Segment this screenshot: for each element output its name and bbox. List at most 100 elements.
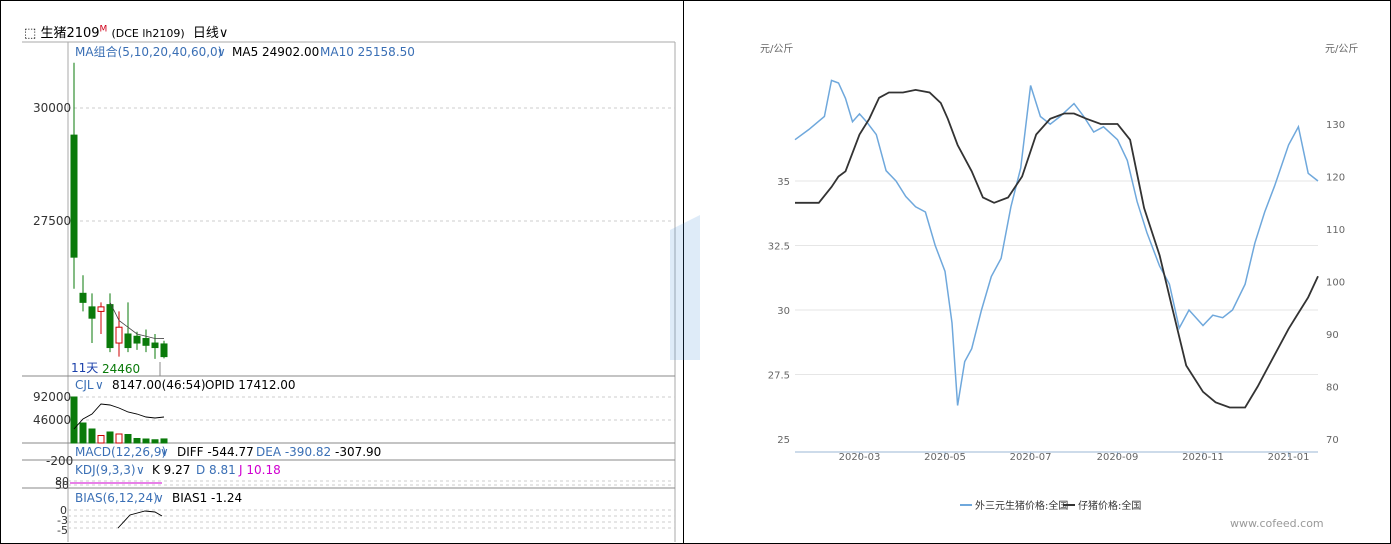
volume-bar — [70, 396, 78, 444]
macd-value: -307.90 — [335, 445, 381, 459]
right-axis-ticks: 130 120 110 100 90 80 70 — [1326, 120, 1345, 446]
right-tick-label: 110 — [1326, 225, 1345, 236]
bias-tick-label: -3 — [57, 514, 68, 527]
instrument-header[interactable]: ⬚ 生猪2109M (DCE lh2109) 日线∨ — [24, 22, 228, 41]
left-axis-ticks: 35 32.5 30 27.5 25 — [768, 177, 790, 446]
macd-tick-label: -200 — [46, 454, 73, 468]
left-tick-label: 32.5 — [768, 242, 790, 253]
chevron-down-icon[interactable]: ∨ — [136, 463, 145, 477]
low-price-label: 24460 — [102, 362, 140, 376]
right-tick-label: 80 — [1326, 383, 1339, 394]
candle-body — [142, 338, 150, 346]
volume-bar — [160, 438, 168, 444]
chevron-down-icon[interactable]: ∨ — [155, 491, 164, 505]
candle-group — [70, 62, 168, 359]
right-tick-label: 70 — [1326, 435, 1339, 446]
candle-body — [88, 306, 96, 319]
kdj-tick-label: 50 — [55, 479, 69, 492]
left-tick-label: 25 — [777, 435, 790, 446]
chevron-down-icon[interactable]: ∨ — [218, 26, 229, 41]
legend-label-piglet: 仔猪价格:全国 — [1078, 499, 1141, 512]
bias-line — [117, 510, 163, 529]
days-label: 11天 — [71, 361, 98, 375]
right-tick-label: 100 — [1326, 278, 1345, 289]
bias1-value: BIAS1 -1.24 — [172, 491, 242, 505]
candle-body — [70, 134, 78, 258]
candle-body — [133, 335, 141, 344]
candle-body — [97, 306, 105, 312]
kdj-k: K 9.27 — [152, 463, 190, 477]
x-tick-label: 2021-01 — [1268, 452, 1310, 463]
kdj-d: D 8.81 — [196, 463, 236, 477]
x-axis-ticks: 2020-03 2020-05 2020-07 2020-09 2020-11 2021-… — [839, 452, 1310, 463]
macd-dea: DEA -390.82 — [256, 445, 331, 459]
series-line-sanyuan — [794, 79, 1319, 406]
volume-bar — [88, 428, 96, 444]
instrument-code: (DCE lh2109) — [111, 27, 185, 40]
legend: 外三元生猪价格:全国 仔猪价格:全国 — [960, 499, 1141, 512]
volume-bar — [151, 439, 159, 444]
left-tick-label: 27.5 — [768, 371, 790, 382]
right-tick-label: 130 — [1326, 120, 1345, 131]
bias-label[interactable]: BIAS(6,12,24) — [75, 491, 158, 505]
volume-bar — [106, 431, 114, 444]
gridlines — [795, 180, 1318, 375]
chevron-down-icon[interactable]: ∨ — [160, 445, 169, 459]
right-axis-unit: 元/公斤 — [1325, 43, 1358, 55]
kdj-tick-label: 80 — [55, 475, 69, 488]
x-tick-label: 2020-11 — [1182, 452, 1224, 463]
futures-chart: MA组合(5,10,20,40,60,0) ∨ MA5 24902.00 MA1… — [22, 41, 676, 542]
bias-tick-label: -5 — [57, 524, 68, 537]
panel-divider — [683, 0, 684, 544]
volume-bar — [79, 422, 87, 444]
ma10-text: MA10 25158.50 — [320, 45, 415, 59]
volume-bar — [142, 438, 150, 444]
macd-label[interactable]: MACD(12,26,9) — [75, 445, 166, 459]
volume-bar — [133, 438, 141, 444]
left-tick-label: 30 — [777, 306, 790, 317]
kdj-label[interactable]: KDJ(9,3,3) — [75, 463, 136, 477]
x-tick-label: 2020-09 — [1097, 452, 1139, 463]
period-selector[interactable]: 日线 — [192, 26, 219, 41]
right-tick-label: 120 — [1326, 173, 1345, 184]
ma5-text: MA5 24902.00 — [232, 45, 319, 59]
chevron-down-icon[interactable]: ∨ — [95, 378, 104, 392]
volume-bar — [97, 435, 105, 444]
ma-label[interactable]: MA组合(5,10,20,40,60,0) — [75, 44, 222, 59]
volume-tick-label: 46000 — [33, 413, 71, 427]
x-tick-label: 2020-07 — [1010, 452, 1052, 463]
right-tick-label: 90 — [1326, 330, 1339, 341]
watermark-shape — [670, 215, 700, 360]
chevron-down-icon[interactable]: ∨ — [217, 45, 226, 59]
price-tick-label: 30000 — [33, 101, 71, 115]
series-line-piglet — [795, 88, 1319, 409]
left-tick-label: 35 — [777, 177, 790, 188]
candle-body — [79, 292, 87, 303]
x-tick-label: 2020-05 — [924, 452, 966, 463]
candle-body — [151, 342, 159, 349]
volume-bar — [124, 434, 132, 444]
watermark-text: www.cofeed.com — [1230, 517, 1324, 530]
candle-body — [115, 326, 123, 344]
ma5-line — [109, 302, 165, 339]
cjl-label[interactable]: CJL — [75, 378, 94, 392]
candle-body — [160, 343, 168, 358]
volume-bars — [70, 396, 168, 444]
price-tick-label: 27500 — [33, 214, 71, 228]
x-tick-label: 2020-03 — [839, 452, 881, 463]
volume-tick-label: 92000 — [33, 390, 71, 404]
opid-value: OPID 17412.00 — [205, 378, 296, 392]
candle-body — [106, 304, 114, 349]
instrument-name: 生猪2109 — [40, 26, 100, 41]
link-icon: ⬚ — [24, 26, 37, 41]
left-axis-unit: 元/公斤 — [760, 43, 793, 55]
candle-body — [124, 333, 132, 349]
cjl-value: 8147.00(46:54) — [112, 378, 206, 392]
instrument-superscript: M — [99, 24, 108, 35]
legend-label-sanyuan: 外三元生猪价格:全国 — [975, 499, 1068, 512]
bias-tick-label: 0 — [60, 504, 67, 517]
volume-bar — [115, 433, 123, 444]
macd-diff: DIFF -544.77 — [177, 445, 254, 459]
kdj-j: J 10.18 — [238, 463, 281, 477]
